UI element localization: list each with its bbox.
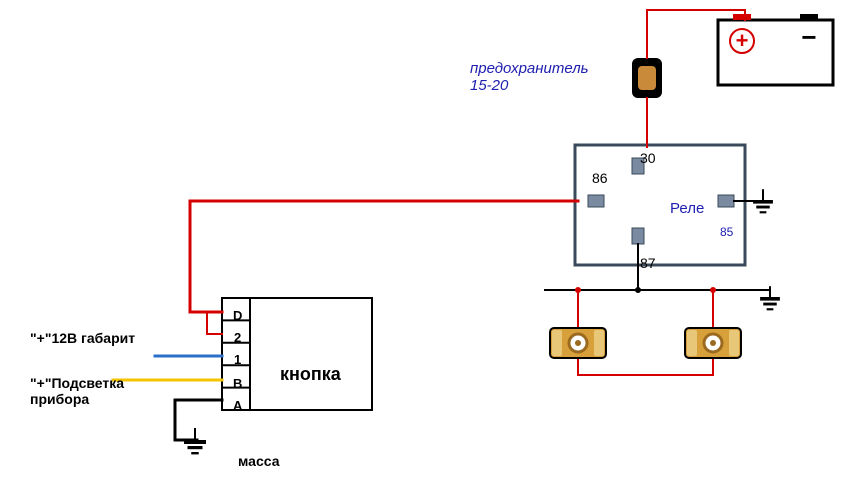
pinB-label: B xyxy=(233,376,242,391)
pin30-label: 30 xyxy=(640,150,656,166)
massa-label: масса xyxy=(238,453,280,469)
pin86-label: 86 xyxy=(592,170,608,186)
relay-label: Реле xyxy=(670,200,704,217)
button-label: кнопка xyxy=(280,364,341,385)
svg-text:+: + xyxy=(736,28,749,53)
pinD-label: D xyxy=(233,308,242,323)
pinA-label: A xyxy=(233,398,242,413)
svg-text:−: − xyxy=(801,22,816,52)
pin2-label: 2 xyxy=(234,330,241,345)
gabarit-label: "+"12В габарит xyxy=(30,330,135,346)
podsvetka-label: "+"Подсветка прибора xyxy=(30,375,124,407)
pin87-label: 87 xyxy=(640,255,656,271)
pin1-label: 1 xyxy=(234,352,241,367)
pin85-label: 85 xyxy=(720,225,733,239)
fuse-label: предохранитель 15-20 xyxy=(470,60,589,94)
